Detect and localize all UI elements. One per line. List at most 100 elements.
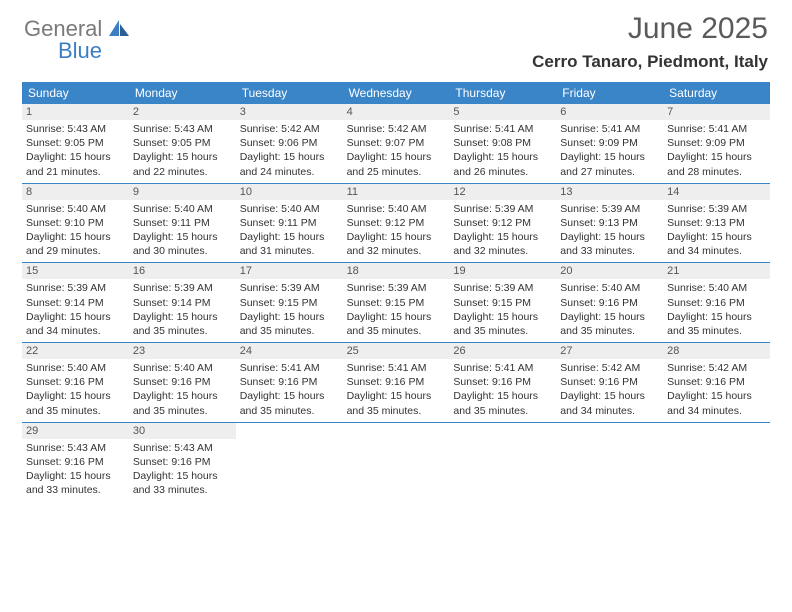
day-line-dl1: Daylight: 15 hours [560,389,659,403]
day-line-dl2: and 32 minutes. [453,244,552,258]
day-line-dl2: and 35 minutes. [453,404,552,418]
day-line-sr: Sunrise: 5:40 AM [133,202,232,216]
day-line-sr: Sunrise: 5:41 AM [453,361,552,375]
day-cell: 21 Sunrise: 5:40 AMSunset: 9:16 PMDayligh… [663,263,770,342]
day-line-ss: Sunset: 9:16 PM [453,375,552,389]
day-line-ss: Sunset: 9:05 PM [133,136,232,150]
day-line-dl1: Daylight: 15 hours [133,310,232,324]
day-cell: 25Sunrise: 5:41 AMSunset: 9:16 PMDayligh… [343,343,450,422]
day-number: 19 [449,263,556,279]
day-line-ss: Sunset: 9:08 PM [453,136,552,150]
day-line-dl1: Daylight: 15 hours [453,389,552,403]
day-line-dl2: and 33 minutes. [133,483,232,497]
day-line-sr: Sunrise: 5:39 AM [347,281,446,295]
day-line-ss: Sunset: 9:10 PM [26,216,125,230]
day-line-dl2: and 35 minutes. [667,324,766,338]
day-line-dl1: Daylight: 15 hours [26,230,125,244]
weekday-header: Friday [556,82,663,104]
day-line-ss: Sunset: 9:15 PM [347,296,446,310]
day-cell: 12Sunrise: 5:39 AMSunset: 9:12 PMDayligh… [449,184,556,263]
day-details: Sunrise: 5:41 AMSunset: 9:09 PMDaylight:… [560,122,659,179]
day-line-ss: Sunset: 9:16 PM [133,455,232,469]
day-number: 30 [129,423,236,439]
day-cell: 10Sunrise: 5:40 AMSunset: 9:11 PMDayligh… [236,184,343,263]
week-row: 1Sunrise: 5:43 AMSunset: 9:05 PMDaylight… [22,104,770,184]
page-title: June 2025 [628,12,768,46]
weekday-header-row: Sunday Monday Tuesday Wednesday Thursday… [22,82,770,104]
day-line-dl1: Daylight: 15 hours [667,389,766,403]
day-line-dl2: and 21 minutes. [26,165,125,179]
day-line-dl1: Daylight: 15 hours [347,230,446,244]
day-line-dl2: and 32 minutes. [347,244,446,258]
weekday-header: Saturday [663,82,770,104]
week-row: 8Sunrise: 5:40 AMSunset: 9:10 PMDaylight… [22,184,770,264]
weekday-header: Tuesday [236,82,343,104]
day-line-dl2: and 22 minutes. [133,165,232,179]
day-number: 21 [663,263,770,279]
day-line-dl1: Daylight: 15 hours [133,469,232,483]
day-details: Sunrise: 5:41 AMSunset: 9:16 PMDaylight:… [240,361,339,418]
day-details: Sunrise: 5:41 AMSunset: 9:09 PMDaylight:… [667,122,766,179]
day-details: Sunrise: 5:43 AMSunset: 9:16 PMDaylight:… [133,441,232,498]
day-line-sr: Sunrise: 5:42 AM [240,122,339,136]
day-line-ss: Sunset: 9:13 PM [560,216,659,230]
day-line-sr: Sunrise: 5:40 AM [560,281,659,295]
day-cell: 13Sunrise: 5:39 AMSunset: 9:13 PMDayligh… [556,184,663,263]
day-details: Sunrise: 5:39 AMSunset: 9:14 PMDaylight:… [133,281,232,338]
day-line-dl2: and 28 minutes. [667,165,766,179]
day-cell [449,423,556,502]
day-line-dl2: and 35 minutes. [26,404,125,418]
day-cell [236,423,343,502]
day-line-dl2: and 34 minutes. [560,404,659,418]
day-line-ss: Sunset: 9:16 PM [240,375,339,389]
day-details: Sunrise: 5:39 AMSunset: 9:15 PMDaylight:… [453,281,552,338]
day-details: Sunrise: 5:41 AMSunset: 9:16 PMDaylight:… [453,361,552,418]
day-line-dl1: Daylight: 15 hours [240,389,339,403]
day-number: 23 [129,343,236,359]
day-cell: 18Sunrise: 5:39 AMSunset: 9:15 PMDayligh… [343,263,450,342]
day-details: Sunrise: 5:43 AMSunset: 9:05 PMDaylight:… [133,122,232,179]
day-line-sr: Sunrise: 5:41 AM [667,122,766,136]
day-details: Sunrise: 5:39 AMSunset: 9:15 PMDaylight:… [347,281,446,338]
day-line-dl2: and 31 minutes. [240,244,339,258]
day-details: Sunrise: 5:40 AMSunset: 9:16 PMDaylight:… [667,281,766,338]
day-line-ss: Sunset: 9:16 PM [347,375,446,389]
day-line-dl1: Daylight: 15 hours [347,150,446,164]
week-row: 29Sunrise: 5:43 AMSunset: 9:16 PMDayligh… [22,423,770,502]
day-line-ss: Sunset: 9:16 PM [26,455,125,469]
day-cell: 15Sunrise: 5:39 AMSunset: 9:14 PMDayligh… [22,263,129,342]
day-line-ss: Sunset: 9:14 PM [26,296,125,310]
day-line-ss: Sunset: 9:12 PM [453,216,552,230]
day-line-dl1: Daylight: 15 hours [26,310,125,324]
day-cell: 2 Sunrise: 5:43 AMSunset: 9:05 PMDaylight… [129,104,236,183]
day-number: 12 [449,184,556,200]
day-number: 16 [129,263,236,279]
logo: General Blue [24,18,131,62]
day-line-sr: Sunrise: 5:41 AM [347,361,446,375]
day-details: Sunrise: 5:42 AMSunset: 9:06 PMDaylight:… [240,122,339,179]
day-line-ss: Sunset: 9:16 PM [26,375,125,389]
day-line-dl1: Daylight: 15 hours [133,230,232,244]
day-line-dl2: and 35 minutes. [240,324,339,338]
day-number: 2 [129,104,236,120]
weekday-header: Sunday [22,82,129,104]
day-line-dl1: Daylight: 15 hours [133,389,232,403]
day-number: 6 [556,104,663,120]
day-number: 14 [663,184,770,200]
day-details: Sunrise: 5:40 AMSunset: 9:11 PMDaylight:… [240,202,339,259]
day-line-dl2: and 30 minutes. [133,244,232,258]
day-line-dl1: Daylight: 15 hours [347,389,446,403]
day-line-ss: Sunset: 9:06 PM [240,136,339,150]
day-line-ss: Sunset: 9:16 PM [667,375,766,389]
day-details: Sunrise: 5:42 AMSunset: 9:16 PMDaylight:… [667,361,766,418]
day-line-sr: Sunrise: 5:40 AM [347,202,446,216]
day-details: Sunrise: 5:43 AMSunset: 9:16 PMDaylight:… [26,441,125,498]
day-number: 22 [22,343,129,359]
day-cell: 3Sunrise: 5:42 AMSunset: 9:06 PMDaylight… [236,104,343,183]
day-cell: 26 Sunrise: 5:41 AMSunset: 9:16 PMDayligh… [449,343,556,422]
day-cell: 22Sunrise: 5:40 AMSunset: 9:16 PMDayligh… [22,343,129,422]
day-line-dl1: Daylight: 15 hours [240,150,339,164]
day-details: Sunrise: 5:43 AMSunset: 9:05 PMDaylight:… [26,122,125,179]
day-number: 26 [449,343,556,359]
day-details: Sunrise: 5:39 AMSunset: 9:13 PMDaylight:… [667,202,766,259]
